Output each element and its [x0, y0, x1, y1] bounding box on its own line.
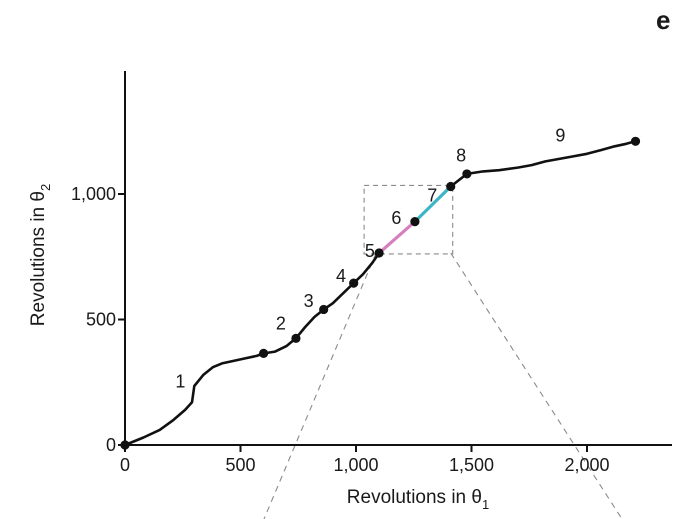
segment-label: 8 — [456, 145, 466, 165]
segment-label: 4 — [336, 266, 346, 286]
breakpoint-marker — [462, 169, 472, 179]
segment-label: 2 — [276, 314, 286, 334]
breakpoint-markers — [120, 136, 641, 450]
trajectory-line-segment-7 — [413, 184, 453, 224]
zoom-region-layer — [263, 184, 623, 519]
axes: 05001,0001,5002,00005001,0002,000Revolut… — [28, 71, 672, 512]
y-tick-label: 1,000 — [71, 184, 116, 204]
panel-letter: e — [656, 5, 670, 35]
breakpoint-marker — [349, 278, 359, 288]
zoom-projection-left — [263, 252, 377, 519]
segment-label: 9 — [555, 125, 565, 145]
x-tick-label: 2,000 — [564, 455, 609, 475]
breakpoint-marker — [374, 248, 384, 258]
y-axis-label: Revolutions in θ2 — [28, 184, 53, 326]
x-axis-label: Revolutions in θ1 — [347, 487, 489, 512]
segment-label: 7 — [427, 186, 437, 206]
segment-label: 6 — [391, 208, 401, 228]
x-tick-label: 0 — [120, 455, 130, 475]
series-lines — [123, 140, 637, 447]
trajectory-line-segment-6 — [377, 220, 417, 255]
segment-labels: 1 23 456 7 8 9 — [175, 125, 565, 391]
x-tick-label: 1,500 — [449, 455, 494, 475]
trajectory-line-segments-8-9 — [449, 140, 637, 188]
x-tick-label: 1,000 — [333, 455, 378, 475]
segment-label: 5 — [365, 241, 375, 261]
breakpoint-marker — [630, 136, 641, 146]
segment-label: 1 — [175, 371, 185, 391]
x-tick-label: 500 — [225, 455, 255, 475]
zoom-box — [363, 184, 454, 255]
breakpoint-marker — [259, 348, 269, 358]
y-tick-label: 500 — [86, 310, 116, 330]
breakpoint-marker — [319, 304, 329, 315]
segment-label: 3 — [304, 291, 314, 311]
breakpoint-marker — [410, 217, 420, 227]
breakpoint-marker — [446, 181, 456, 192]
y-tick-label: 0 — [106, 435, 116, 455]
breakpoint-marker — [120, 440, 130, 450]
zoom-projection-right — [450, 252, 623, 519]
breakpoint-marker — [291, 333, 301, 343]
